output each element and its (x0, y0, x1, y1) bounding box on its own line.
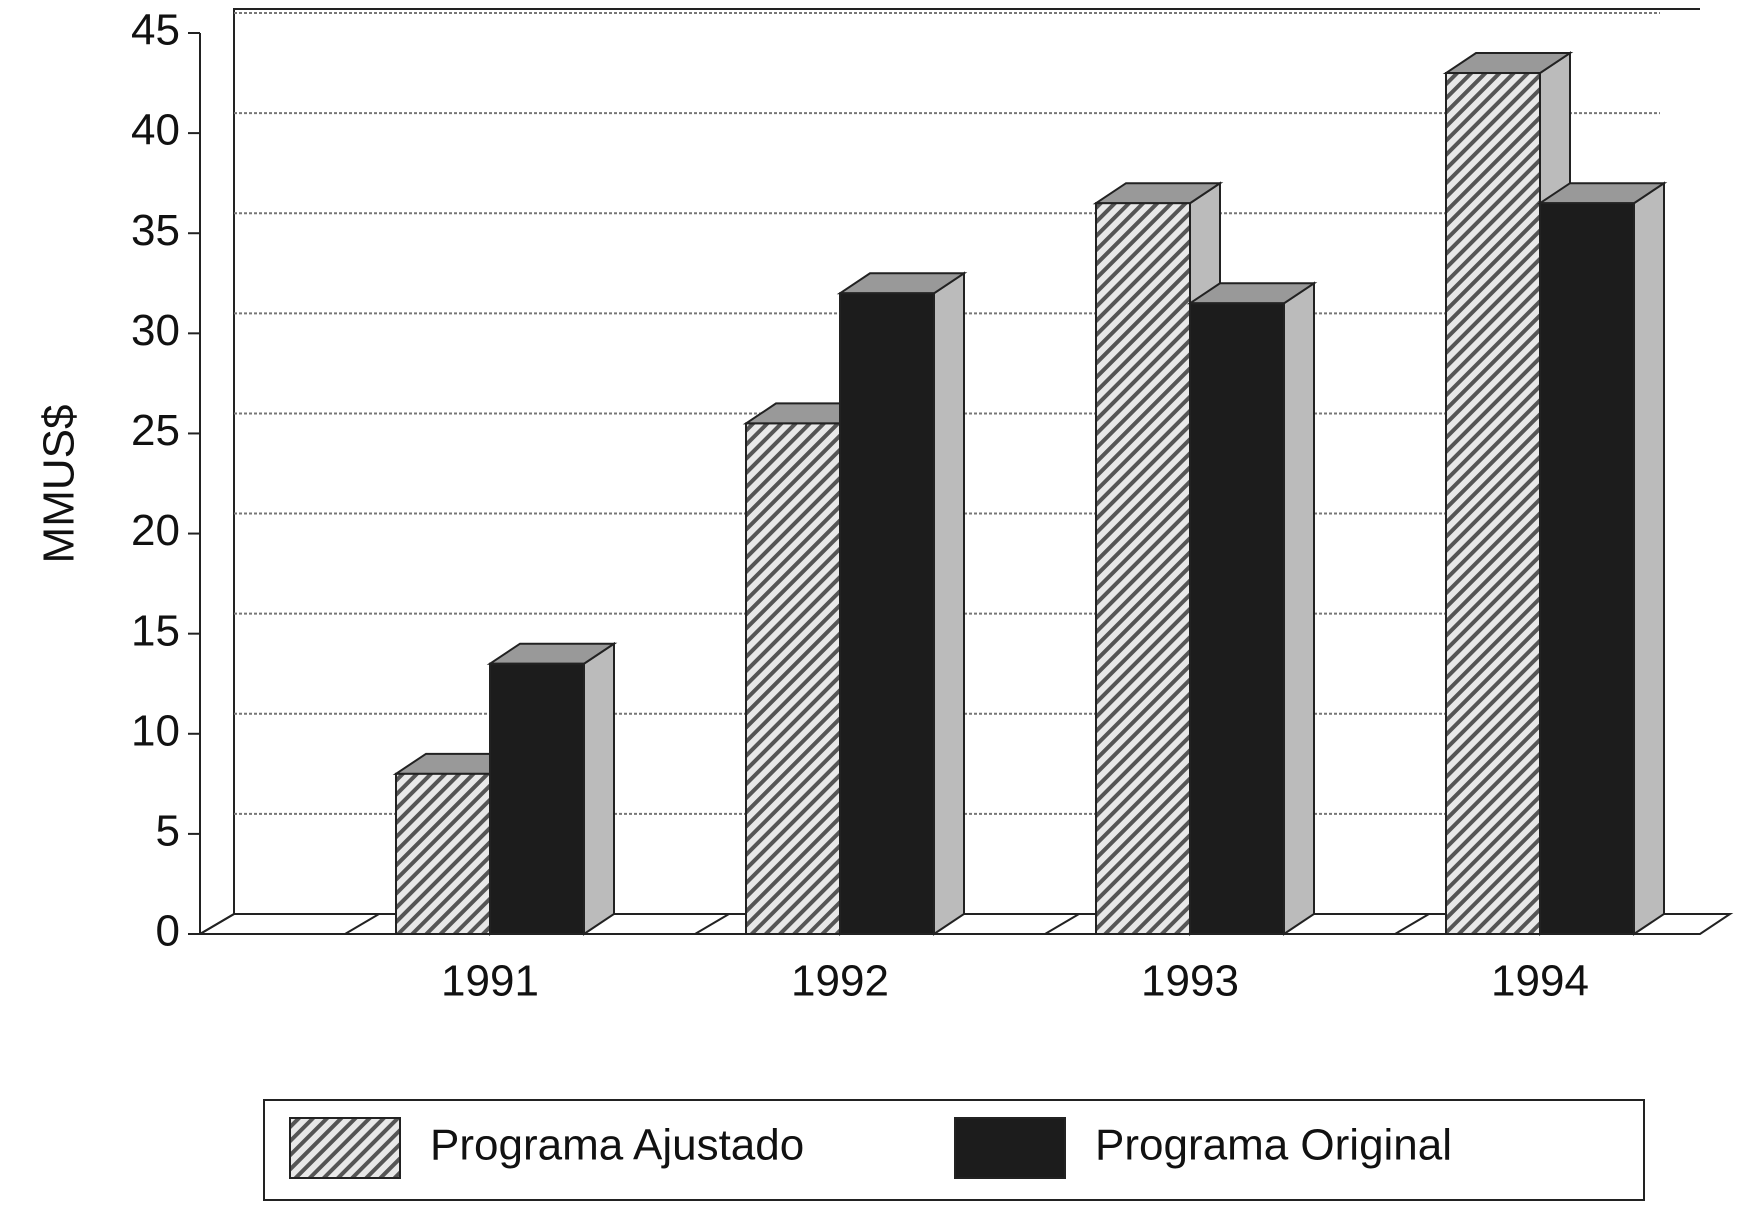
bar-side (1283, 281, 1315, 936)
x-tick-label: 1992 (791, 957, 889, 1006)
legend-box (263, 1099, 1645, 1201)
bar (839, 292, 935, 935)
bar (1539, 202, 1635, 935)
y-tick-label: 15 (131, 606, 180, 655)
category-divider (344, 913, 380, 935)
legend-label: Programa Ajustado (430, 1121, 804, 1170)
y-tick-label: 0 (156, 907, 180, 956)
bar (489, 662, 585, 935)
bar-side (1633, 181, 1665, 936)
bar (395, 772, 491, 935)
y-tick-label: 35 (131, 206, 180, 255)
y-tick-label: 40 (131, 106, 180, 155)
category-divider (1394, 913, 1430, 935)
y-tick-label: 10 (131, 706, 180, 755)
category-divider (694, 913, 730, 935)
bar-side (583, 641, 615, 936)
y-tick-label: 20 (131, 506, 180, 555)
legend-label: Programa Original (1095, 1121, 1452, 1170)
x-tick-label: 1994 (1491, 957, 1589, 1006)
y-tick-label: 30 (131, 306, 180, 355)
y-tick-label: 5 (156, 807, 180, 856)
y-axis-label: MMUS$ (35, 405, 84, 564)
bar (1095, 202, 1191, 935)
legend-swatch (954, 1117, 1066, 1179)
bar (1189, 302, 1285, 935)
x-tick-label: 1991 (441, 957, 539, 1006)
bar (745, 422, 841, 935)
bar-side (933, 271, 965, 936)
legend-swatch (289, 1117, 401, 1179)
y-tick-label: 45 (131, 6, 180, 55)
y-tick-label: 25 (131, 406, 180, 455)
x-tick-label: 1993 (1141, 957, 1239, 1006)
category-divider (1044, 913, 1080, 935)
bar (1445, 72, 1541, 936)
